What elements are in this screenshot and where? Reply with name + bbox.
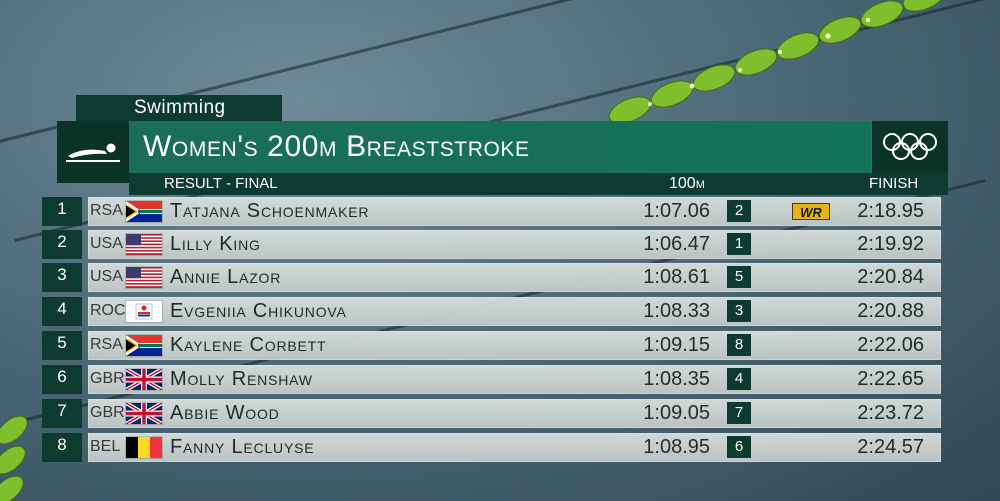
- rank-badge: 8: [42, 433, 82, 462]
- finish-time: 2:20.84: [857, 266, 924, 288]
- country-code: RSA: [90, 336, 123, 353]
- finish-time: 2:23.72: [857, 402, 924, 424]
- event-title-bar: Women's 200m Breaststroke: [129, 121, 871, 173]
- rank-badge: 2: [42, 230, 82, 259]
- lane-rope-bottom: [0, 415, 28, 501]
- usa-flag-icon: [126, 267, 162, 288]
- finish-time: 2:20.88: [857, 300, 924, 322]
- split-time: 1:09.05: [643, 402, 710, 424]
- country-code: BEL: [90, 438, 121, 455]
- south-africa-flag-icon: [126, 201, 162, 222]
- finish-time: 2:22.06: [857, 334, 924, 356]
- finish-time: 2:24.57: [857, 436, 924, 458]
- rank-badge: 6: [42, 365, 82, 394]
- country-code: RSA: [90, 202, 123, 219]
- result-row-body: ROC Evgeniia Chikunova 1:08.33 3 2:20.88: [88, 297, 941, 326]
- split-rank-badge: 4: [727, 368, 751, 390]
- athlete-name: Kaylene Corbett: [170, 334, 327, 356]
- roc-flag-icon: [126, 301, 162, 322]
- finish-time: 2:18.95: [857, 200, 924, 222]
- finish-time: 2:19.92: [857, 233, 924, 255]
- olympic-rings-icon: [872, 121, 948, 173]
- athlete-name: Lilly King: [170, 233, 261, 255]
- rank-badge: 1: [42, 197, 82, 226]
- split-rank-badge: 5: [727, 266, 751, 288]
- finish-time: 2:22.65: [857, 368, 924, 390]
- split-rank-badge: 6: [727, 436, 751, 458]
- sport-category-label: Swimming: [76, 95, 282, 121]
- usa-flag-icon: [126, 234, 162, 255]
- result-phase-label: RESULT - FINAL: [164, 175, 278, 192]
- athlete-name: Annie Lazor: [170, 266, 282, 288]
- rank-badge: 7: [42, 399, 82, 428]
- south-africa-flag-icon: [126, 335, 162, 356]
- split-time: 1:08.95: [643, 436, 710, 458]
- result-row-body: GBR Molly Renshaw 1:08.35 4 2:22.65: [88, 365, 941, 394]
- great-britain-flag-icon: [126, 369, 162, 390]
- great-britain-flag-icon: [126, 403, 162, 424]
- finish-column-header: FINISH: [869, 175, 919, 192]
- results-subheader: RESULT - FINAL 100m FINISH: [129, 173, 948, 195]
- split-rank-badge: 8: [727, 334, 751, 356]
- split-time: 1:06.47: [643, 233, 710, 255]
- country-code: ROC: [90, 302, 126, 319]
- rank-badge: 5: [42, 331, 82, 360]
- swimmer-icon: [57, 121, 129, 183]
- rank-badge: 4: [42, 297, 82, 326]
- split-time: 1:08.35: [643, 368, 710, 390]
- result-row-body: RSA Tatjana Schoenmaker 1:07.06 2 WR 2:1…: [88, 197, 941, 226]
- split-time: 1:07.06: [643, 200, 710, 222]
- split-time: 1:08.61: [643, 266, 710, 288]
- athlete-name: Molly Renshaw: [170, 368, 313, 390]
- result-row-body: GBR Abbie Wood 1:09.05 7 2:23.72: [88, 399, 941, 428]
- result-row-body: RSA Kaylene Corbett 1:09.15 8 2:22.06: [88, 331, 941, 360]
- lane-rope-top: [608, 0, 946, 124]
- split-rank-badge: 2: [727, 200, 751, 222]
- split-column-header: 100m: [669, 175, 705, 192]
- result-row-body: BEL Fanny Lecluyse 1:08.95 6 2:24.57: [88, 433, 941, 462]
- world-record-badge: WR: [792, 203, 830, 220]
- split-time: 1:08.33: [643, 300, 710, 322]
- result-row-body: USA Lilly King 1:06.47 1 2:19.92: [88, 230, 941, 259]
- split-time: 1:09.15: [643, 334, 710, 356]
- rank-badge: 3: [42, 263, 82, 292]
- country-code: USA: [90, 235, 123, 252]
- event-title: Women's 200m Breaststroke: [143, 130, 530, 163]
- result-row-body: USA Annie Lazor 1:08.61 5 2:20.84: [88, 263, 941, 292]
- belgium-flag-icon: [126, 437, 162, 458]
- split-rank-badge: 1: [727, 233, 751, 255]
- athlete-name: Abbie Wood: [170, 402, 280, 424]
- split-rank-badge: 3: [727, 300, 751, 322]
- athlete-name: Tatjana Schoenmaker: [170, 200, 370, 222]
- country-code: GBR: [90, 404, 125, 421]
- country-code: GBR: [90, 370, 125, 387]
- country-code: USA: [90, 268, 123, 285]
- split-rank-badge: 7: [727, 402, 751, 424]
- athlete-name: Evgeniia Chikunova: [170, 300, 347, 322]
- athlete-name: Fanny Lecluyse: [170, 436, 315, 458]
